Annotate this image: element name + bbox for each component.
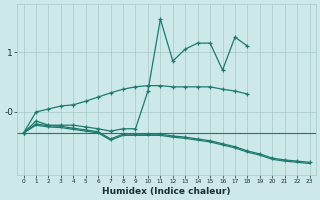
X-axis label: Humidex (Indice chaleur): Humidex (Indice chaleur) <box>102 187 231 196</box>
